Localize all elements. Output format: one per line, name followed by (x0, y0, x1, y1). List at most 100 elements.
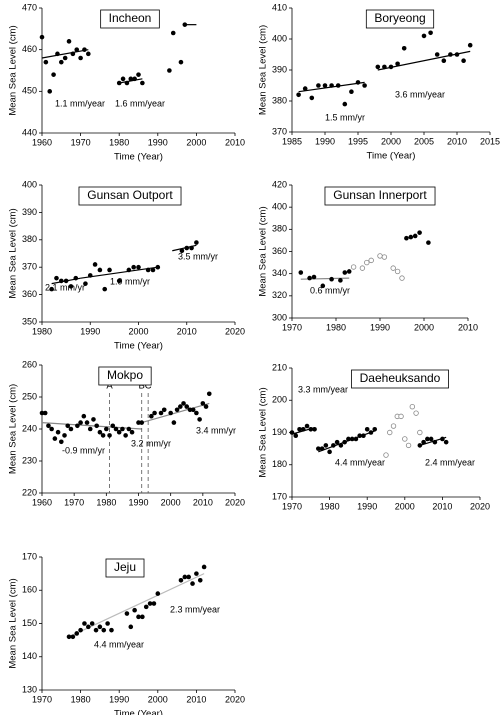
y-tick-label: 130 (22, 684, 37, 694)
data-point (182, 574, 188, 580)
data-point (129, 429, 135, 435)
data-point (417, 443, 423, 448)
x-tick-label: 1960 (32, 497, 52, 507)
x-tick-label: 2000 (128, 326, 148, 336)
trend-line (80, 266, 158, 279)
data-point (361, 433, 366, 439)
x-tick-label: 2000 (148, 694, 168, 704)
annotation: 0.6 mm/yr (310, 285, 350, 295)
y-axis-label: Mean Sea Level (cm) (8, 578, 19, 668)
chart-panel: 300 320 340 360 380 400 420 1970 1980 1990 2000 201… (258, 179, 479, 332)
data-point (43, 59, 49, 65)
data-point (68, 284, 74, 289)
data-point (131, 264, 136, 270)
title-box (365, 9, 435, 29)
y-tick-label: 230 (22, 455, 37, 465)
data-point (66, 39, 72, 44)
annotation: 3.6 mm/year (395, 89, 445, 99)
data-point (140, 80, 145, 86)
data-point (203, 404, 209, 409)
data-point (320, 283, 326, 289)
data-point (59, 59, 64, 65)
y-tick-label: 370 (22, 262, 37, 272)
data-point (405, 442, 412, 449)
y-tick-label: 250 (22, 391, 37, 401)
data-point (62, 433, 67, 438)
data-point (200, 401, 206, 406)
x-tick-label: 2015 (480, 136, 500, 146)
data-point (52, 436, 58, 441)
x-tick-label: 1970 (32, 694, 52, 704)
data-point (296, 92, 301, 98)
data-point (84, 420, 90, 425)
data-point (190, 581, 195, 586)
y-tick-label: 180 (272, 459, 287, 469)
data-point (81, 413, 87, 419)
chart-panel: 440 450 460 470 1960 1970 1980 1990 2000 2010 Mean… (8, 2, 246, 162)
event-label: C (145, 381, 152, 392)
data-point (91, 417, 96, 422)
x-tick-label: 1980 (109, 137, 129, 147)
title-box (324, 186, 436, 206)
data-point (54, 275, 59, 281)
data-point (155, 264, 161, 270)
data-point (428, 30, 433, 36)
data-point (168, 410, 173, 416)
data-point (289, 430, 295, 435)
chart-panel: 170 180 190 200 210 1970 1980 1990 2000 2010 2020 M… (258, 362, 491, 511)
data-point (179, 248, 185, 254)
data-point (161, 407, 167, 413)
data-point (194, 410, 199, 416)
annotation: 2.1 mm/yr (45, 282, 85, 292)
data-point (390, 423, 397, 429)
data-point (39, 410, 45, 416)
data-point (329, 276, 334, 282)
data-point (86, 51, 91, 57)
data-point (425, 436, 430, 442)
data-point (302, 86, 308, 91)
data-point (158, 410, 164, 416)
data-point (186, 574, 191, 580)
data-point (377, 253, 383, 259)
data-point (408, 234, 414, 240)
y-tick-label: 470 (22, 2, 37, 12)
data-point (132, 76, 137, 82)
data-point (399, 275, 405, 281)
data-point (440, 436, 445, 442)
data-point (120, 76, 126, 82)
data-point (178, 59, 184, 65)
x-tick-label: 2020 (470, 501, 490, 511)
data-point (149, 413, 154, 419)
data-point (46, 423, 51, 429)
data-point (467, 42, 473, 48)
data-point (184, 245, 190, 251)
data-point (372, 426, 378, 432)
data-point (93, 627, 99, 633)
data-point (116, 429, 122, 435)
data-point (49, 426, 54, 432)
title-box (100, 9, 160, 29)
trend-line (41, 49, 89, 59)
y-axis-label: Mean Sea Level (cm) (258, 206, 269, 296)
x-tick-label: 1990 (128, 497, 148, 507)
annotation: 3.2 mm/yr (131, 438, 171, 448)
y-axis-label: Mean Sea Level (cm) (8, 384, 19, 474)
title-box (78, 186, 182, 206)
x-tick-label: 1990 (109, 694, 129, 704)
data-point (201, 564, 207, 570)
data-point (124, 80, 130, 86)
data-point (375, 64, 381, 70)
y-tick-label: 240 (22, 423, 37, 433)
x-tick-label: 2000 (161, 497, 181, 507)
data-point (197, 417, 202, 422)
x-tick-label: 1980 (32, 326, 52, 336)
y-tick-label: 400 (272, 33, 287, 43)
data-point (362, 83, 367, 88)
data-point (335, 83, 341, 88)
data-point (394, 268, 401, 275)
x-tick-label: 1960 (32, 137, 52, 147)
annotation: 1.9 mm/yr (110, 276, 150, 286)
event-label: B (139, 381, 145, 392)
x-tick-label: 1985 (282, 136, 302, 146)
